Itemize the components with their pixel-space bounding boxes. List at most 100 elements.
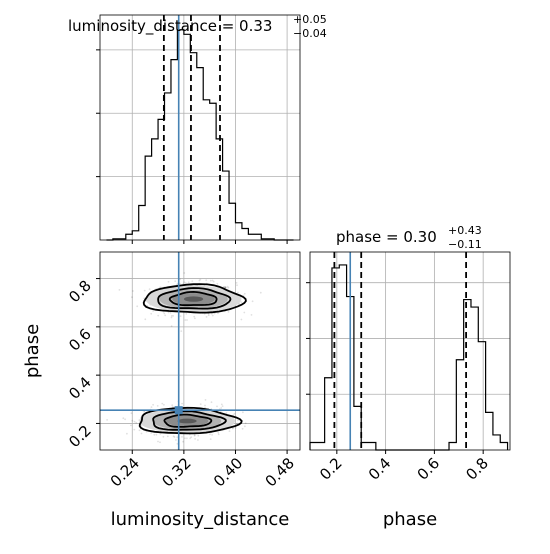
scatter-ytick-label-0: 0.2 [65,422,95,452]
scatter-point-971 [171,404,174,407]
scatter-point-167 [223,286,226,289]
scatter-truth-marker [174,406,183,415]
scatter-point-720 [155,433,158,436]
scatter-point-1223 [210,401,213,404]
scatter-point-1183 [228,430,231,432]
scatter-point-525 [210,312,213,315]
hist-b-xlabel: phase [383,509,437,530]
scatter-point-218 [237,291,239,294]
scatter-xticks: 0.24 0.32 0.40 0.48 [107,450,298,490]
scatter-point-930 [173,436,176,438]
hist-a-title-sub: −0.04 [293,27,327,40]
scatter-ytick-label-2: 0.6 [65,325,95,355]
scatter-point-559 [158,286,161,289]
hist-b-xtick-label-2: 0.6 [414,454,444,484]
scatter-point-1195 [163,403,165,406]
hist-b-title-sub: −0.11 [448,238,482,251]
scatter-point-48 [207,314,210,317]
scatter-point-531 [243,311,246,314]
scatter-point-177 [211,314,214,317]
scatter-point-126 [224,286,227,289]
scatter-point-659 [182,440,185,443]
scatter-point-1275 [130,424,132,427]
scatter-point-538 [259,291,262,294]
scatter-point-122 [143,289,146,292]
scatter-point-1144 [162,435,165,438]
scatter-point-796 [233,412,236,415]
scatter-frame [99,251,301,451]
hist-a-title-sup: +0.05 [293,13,327,26]
scatter-point-1281 [220,403,223,406]
scatter-point-502 [164,314,167,317]
hist-b-frame [309,251,511,451]
scatter-xtick-label-2: 0.40 [210,454,246,490]
scatter-point-189 [170,316,173,319]
scatter-point-923 [197,439,199,441]
scatter-point-444 [144,318,147,321]
scatter-point-760 [211,434,214,436]
scatter-contour-0-0 [142,283,247,314]
scatter-contour-0-2 [168,290,218,307]
panel-scatter: 0.24 0.32 0.40 0.48 0.2 0.4 0.6 0.8 luminosity… [22,251,301,530]
scatter-point-721 [193,434,196,436]
scatter-ytick-label-1: 0.4 [65,373,95,403]
scatter-point-951 [153,433,156,436]
scatter-truth-lines [100,252,300,450]
scatter-point-970 [231,427,234,430]
scatter-xtick-label-3: 0.48 [262,454,298,490]
scatter-contour-0-1 [157,287,232,310]
scatter-point-175 [118,289,121,291]
scatter-point-692 [140,424,143,427]
scatter-point-262 [170,325,173,327]
scatter-point-1163 [244,422,247,425]
scatter-point-978 [242,411,244,414]
scatter-contour-1-1 [152,410,227,431]
scatter-point-480 [213,312,216,315]
scatter-point-40 [224,286,226,289]
scatter-point-436 [199,278,202,281]
scatter-density-1-3 [177,418,197,424]
scatter-point-784 [217,433,220,436]
scatter-point-285 [184,319,187,321]
scatter-point-1097 [159,432,162,435]
scatter-point-465 [132,290,134,292]
scatter-point-98 [167,280,170,283]
scatter-point-1283 [131,419,134,422]
scatter-point-244 [131,296,133,299]
hist-b-quantiles [333,252,467,450]
scatter-point-518 [194,317,196,320]
hist-a-frame [99,14,301,241]
hist-b-yticks [306,282,310,395]
scatter-point-1206 [244,425,246,428]
scatter-point-554 [167,311,170,314]
hist-a-grid [100,15,300,240]
scatter-point-283 [193,315,196,318]
hist-a-ticks [96,49,288,244]
scatter-grid [100,252,300,450]
scatter-contour-1-2 [163,413,213,428]
scatter-point-522 [180,330,183,332]
scatter-point-786 [225,412,228,414]
scatter-point-1077 [106,419,108,421]
scatter-point-243 [179,315,182,317]
scatter-point-200 [191,280,194,282]
scatter-point-1130 [159,441,161,444]
hist-b-xtick-label-0: 0.2 [316,454,346,484]
hist-b-title-sup: +0.43 [448,224,482,237]
scatter-point-997 [193,434,196,437]
scatter-point-194 [209,279,212,282]
panel-phase-hist: 0.2 0.4 0.6 0.8 phase = 0.30 +0.43 −0.11 ph… [306,224,511,530]
scatter-point-1010 [152,403,155,406]
scatter-point-1096 [140,432,143,435]
scatter-point-706 [237,419,239,422]
scatter-point-308 [198,279,201,282]
scatter-point-708 [133,428,136,431]
scatter-point-1129 [181,402,184,405]
scatter-point-1061 [156,405,159,407]
scatter-point-1095 [181,436,183,438]
scatter-point-53 [148,288,151,290]
hist-a-step [106,29,294,241]
scatter-point-919 [138,429,141,432]
scatter-point-287 [212,280,215,283]
